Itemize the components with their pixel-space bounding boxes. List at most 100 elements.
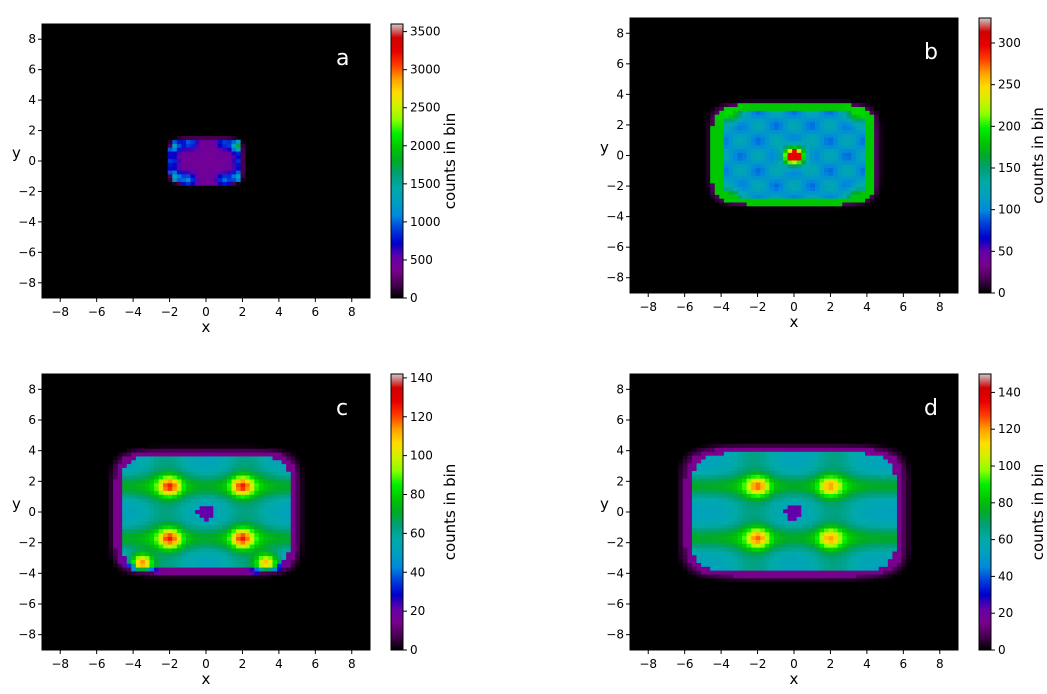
heatmap-cell (208, 505, 214, 511)
heatmap-cell (819, 497, 825, 502)
heatmap-cell (705, 554, 711, 560)
heatmap-cell (778, 577, 784, 583)
heatmap-cell (208, 162, 214, 167)
heatmap-cell (714, 163, 720, 169)
heatmap-cell (751, 137, 757, 142)
heatmap-cell (117, 498, 123, 503)
heatmap-cell (687, 520, 693, 525)
heatmap-cell (181, 571, 187, 576)
colorbar-tick-label: 200 (998, 119, 1021, 133)
heatmap-cell (783, 524, 789, 529)
heatmap-cell (719, 516, 725, 521)
heatmap-cell (783, 497, 789, 502)
colorbar-tick-label: 140 (410, 371, 433, 385)
heatmap-cell (267, 517, 273, 522)
heatmap-cell (240, 151, 246, 156)
heatmap-cell (222, 467, 228, 472)
heatmap-cell (723, 114, 729, 119)
heatmap-cell (719, 202, 725, 207)
heatmap-cell (199, 158, 205, 163)
heatmap-cell (828, 447, 834, 452)
heatmap-cell (158, 536, 164, 541)
heatmap-cell (819, 133, 825, 138)
heatmap-cell (272, 456, 278, 461)
heatmap-cell (906, 558, 912, 563)
heatmap-cell (865, 202, 871, 207)
heatmap-cell (760, 531, 766, 537)
heatmap-cell (824, 508, 830, 514)
heatmap-cell (878, 566, 884, 571)
heatmap-cell (705, 156, 711, 161)
heatmap-cell (691, 474, 697, 479)
heatmap-cell (751, 520, 757, 525)
heatmap-cell (705, 535, 711, 540)
heatmap-cell (805, 466, 811, 471)
heatmap-cell (272, 479, 278, 484)
heatmap-cell (254, 467, 260, 472)
heatmap-cell (181, 517, 187, 522)
heatmap-cell (204, 147, 210, 152)
heatmap-cell (828, 98, 834, 104)
heatmap-cell (176, 452, 182, 457)
heatmap-cell (222, 502, 228, 507)
heatmap-cell (851, 524, 857, 529)
heatmap-cell (837, 114, 843, 119)
heatmap-cell (719, 558, 725, 563)
heatmap-cell (208, 143, 214, 148)
heatmap-cell (851, 144, 857, 150)
heatmap-cell (723, 512, 729, 517)
heatmap-cell (778, 566, 784, 571)
heatmap-cell (842, 152, 848, 157)
heatmap-cell (144, 544, 150, 549)
heatmap-cell (869, 110, 875, 115)
heatmap-cell (113, 536, 119, 541)
heatmap-cell (154, 548, 160, 553)
heatmap-cell (113, 544, 119, 549)
heatmap-cell (773, 205, 779, 211)
heatmap-cell (732, 554, 738, 560)
heatmap-cell (892, 466, 898, 471)
heatmap-cell (176, 147, 182, 152)
heatmap-cell (865, 554, 871, 560)
heatmap-cell (185, 574, 191, 580)
heatmap-cell (723, 110, 729, 115)
heatmap-cell (240, 563, 246, 568)
heatmap-cell (154, 509, 160, 514)
heatmap-cell (810, 205, 816, 211)
heatmap-cell (728, 167, 734, 172)
heatmap-cell (231, 567, 237, 572)
heatmap-cell (878, 478, 884, 483)
heatmap-cell (181, 162, 187, 167)
heatmap-cell (240, 463, 246, 468)
heatmap-cell (714, 140, 720, 146)
heatmap-cell (181, 181, 187, 186)
heatmap-cell (167, 505, 173, 511)
heatmap-cell (267, 563, 273, 568)
heatmap-cell (691, 466, 697, 471)
heatmap-cell (710, 175, 716, 180)
heatmap-cell (855, 512, 861, 517)
heatmap-cell (108, 486, 114, 491)
heatmap-cell (787, 455, 793, 460)
heatmap-cell (746, 118, 752, 123)
heatmap-cell (217, 463, 223, 468)
heatmap-cell (673, 535, 679, 540)
heatmap-cell (801, 137, 807, 142)
heatmap-cell (131, 463, 137, 468)
heatmap-cell (869, 190, 875, 195)
heatmap-cell (801, 459, 807, 464)
heatmap-cell (258, 471, 264, 476)
heatmap-cell (805, 183, 811, 188)
heatmap-cell (851, 520, 857, 525)
heatmap-cell (901, 478, 907, 483)
heatmap-cell (222, 170, 228, 175)
heatmap-cell (710, 140, 716, 146)
heatmap-cell (732, 470, 738, 475)
heatmap-cell (801, 489, 807, 494)
heatmap-cell (176, 571, 182, 576)
heatmap-cell (801, 577, 807, 583)
heatmap-cell (710, 520, 716, 525)
heatmap-cell (213, 467, 219, 472)
heatmap-cell (240, 147, 246, 152)
colorbar-tick-label: 0 (998, 643, 1006, 657)
